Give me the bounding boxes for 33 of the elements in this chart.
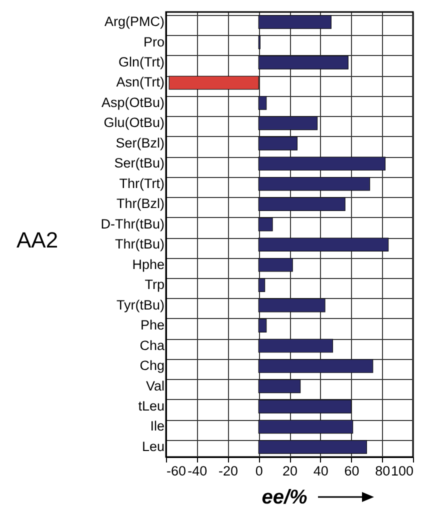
y-tick-label: Glu(OtBu) [104,115,164,130]
x-tick-label: 20 [282,464,298,478]
y-tick-label: Gln(Trt) [118,54,164,70]
y-tick-label: Pro [143,34,164,50]
x-tick-label: 80 [375,464,390,478]
y-tick-label: Ser(tBu) [114,156,164,171]
y-tick-label: Asn(Trt) [116,74,164,90]
x-tick-label: 40 [313,464,328,478]
y-tick-label: Val [146,378,164,394]
y-tick-label: Trp [144,277,164,292]
y-tick-label: Phe [140,318,164,333]
y-tick-label: Thr(Trt) [119,176,164,191]
x-tick-label: -20 [218,464,238,478]
y-tick-label: Tyr(tBu) [116,297,164,312]
x-tick-label: 100 [390,464,414,478]
y-tick-label: tLeu [138,398,164,414]
y-tick-label: Arg(PMC) [104,14,164,30]
y-tick-label: Ser(Bzl) [116,135,164,150]
x-tick-label: 0 [255,464,263,478]
y-tick-label: Cha [140,338,165,353]
y-tick-label: Ile [150,418,164,434]
x-tick-label: 60 [344,464,360,478]
y-tick-label: Thr(tBu) [114,236,164,252]
y-tick-label: Leu [142,438,164,454]
x-axis-title: ee/% [262,486,308,508]
y-tick-label: Hphe [132,256,164,272]
y-tick-label: Thr(Bzl) [116,196,164,212]
y-tick-label: Chg [140,358,164,374]
x-tick-label: -60 [166,464,186,478]
x-tick-label: -40 [188,464,208,478]
y-axis-title: AA2 [16,228,58,252]
y-tick-label: D-Thr(tBu) [100,216,164,232]
y-tick-label: Asp(OtBu) [101,94,164,110]
